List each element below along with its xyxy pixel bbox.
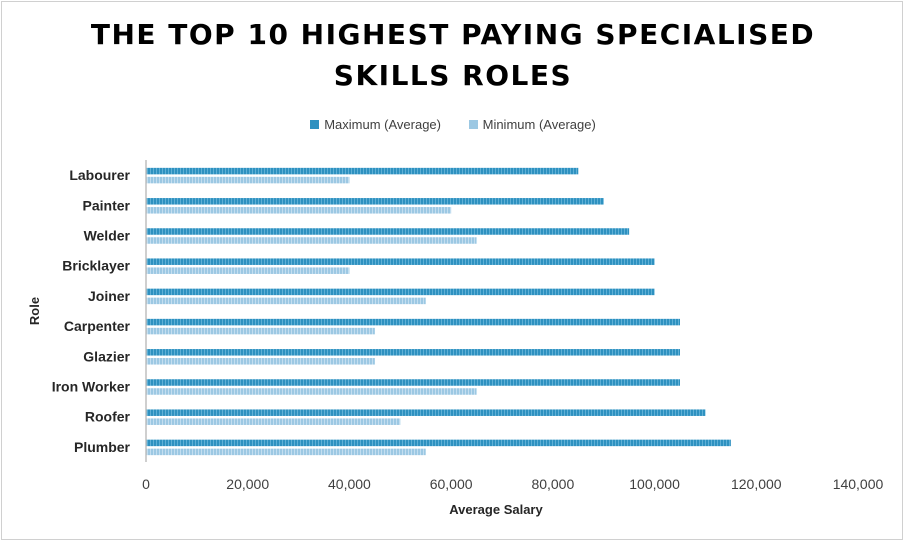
category-label-labourer: Labourer [69,167,130,183]
chart-legend: Maximum (Average) Minimum (Average) [0,117,906,132]
bar-maximum-bricklayer [146,258,655,265]
bar-minimum-bricklayer [146,267,350,274]
chart-title-line-1: THE TOP 10 HIGHEST PAYING SPECIALISED [90,18,816,51]
x-tick-label: 140,000 [833,476,884,492]
bar-minimum-carpenter [146,327,375,335]
bar-maximum-painter [146,198,604,205]
bar-maximum-carpenter [146,318,680,326]
bars-group [146,167,731,456]
category-label-painter: Painter [83,197,131,213]
category-label-glazier: Glazier [83,348,130,364]
bar-maximum-labourer [146,167,579,175]
legend-swatch-maximum [310,120,320,129]
legend-item-minimum: Minimum (Average) [468,117,596,132]
chart-title-line-2: SKILLS ROLES [333,59,573,92]
bar-maximum-glazier [146,349,680,356]
x-axis-title: Average Salary [449,502,543,517]
bar-maximum-iron-worker [146,379,680,386]
bar-minimum-joiner [146,297,426,305]
bar-minimum-painter [146,207,452,214]
bar-maximum-welder [146,228,630,235]
category-label-bricklayer: Bricklayer [62,258,130,274]
bar-minimum-labourer [146,176,350,184]
x-tick-label: 60,000 [430,476,473,492]
legend-swatch-minimum [468,120,478,129]
category-label-welder: Welder [84,228,131,244]
x-axis-ticks: 0 20,000 40,000 60,000 80,000 100,000 120,000 1… [142,476,883,492]
x-tick-label: 0 [142,476,150,492]
y-axis-title: Role [27,297,42,325]
chart-title: THE TOP 10 HIGHEST PAYING SPECIALISED SK… [0,14,906,96]
x-tick-label: 40,000 [328,476,371,492]
category-label-iron-worker: Iron Worker [52,379,131,395]
x-tick-label: 100,000 [629,476,680,492]
bar-maximum-joiner [146,288,655,296]
bar-minimum-iron-worker [146,388,477,395]
bar-minimum-glazier [146,358,375,365]
bar-maximum-roofer [146,409,706,416]
legend-item-maximum: Maximum (Average) [310,117,441,132]
x-tick-label: 80,000 [531,476,574,492]
category-label-joiner: Joiner [88,288,131,304]
bar-maximum-plumber [146,439,731,447]
legend-label-maximum: Maximum (Average) [324,117,441,132]
bar-minimum-welder [146,237,477,244]
category-label-carpenter: Carpenter [64,318,131,334]
category-label-plumber: Plumber [74,439,131,455]
bar-minimum-plumber [146,448,426,456]
y-axis-categories: Labourer Painter Welder Bricklayer Joiner Car… [52,167,131,455]
legend-label-minimum: Minimum (Average) [482,117,596,132]
x-tick-label: 20,000 [226,476,269,492]
x-tick-label: 120,000 [731,476,782,492]
bar-minimum-roofer [146,418,401,425]
category-label-roofer: Roofer [85,409,131,425]
